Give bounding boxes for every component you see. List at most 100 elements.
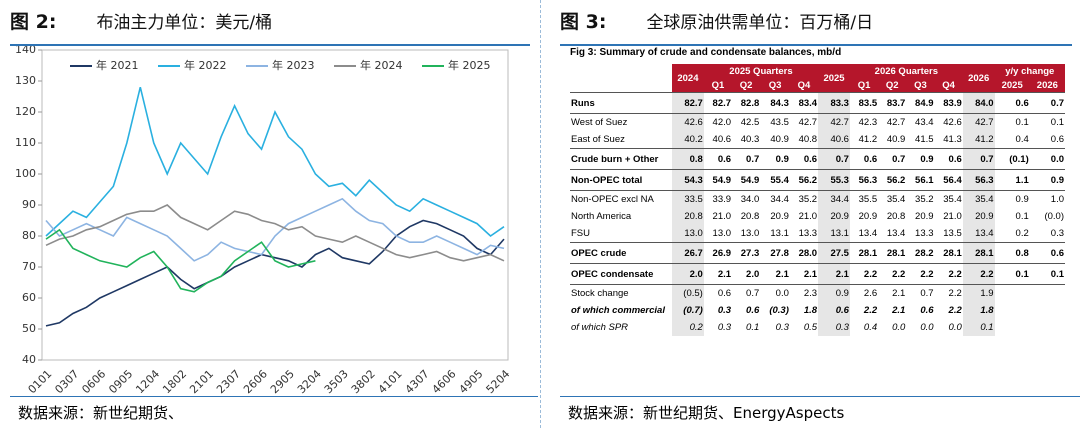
table-cell: 0.6: [703, 148, 733, 170]
header-cell: Q3: [906, 78, 935, 93]
legend-label: 年 2021: [96, 58, 139, 72]
table-cell: 0.6: [994, 92, 1030, 114]
table-cell: 0.5: [803, 322, 818, 333]
row-label: Crude burn + Other: [570, 148, 672, 170]
table-cell: 54.9: [703, 169, 733, 191]
table-cell: 84.0: [962, 92, 995, 114]
header-cell: 2026 Quarters: [849, 64, 963, 78]
table-cell: 0.3: [717, 322, 732, 333]
table-cell: 13.3: [915, 228, 934, 239]
table-cell: 20.9: [962, 208, 995, 225]
table-cell: 0.9: [818, 284, 850, 302]
table-cell: 0.9: [760, 148, 790, 170]
table-row: East of Suez 40.2 40.6 40.3 40.9 40.8 40.6 41.2…: [570, 131, 1065, 149]
table: 2024 2025 Quarters 2025 2026 Quarters 2026 y/…: [570, 64, 1065, 336]
header-cell: Q1: [703, 78, 733, 93]
y-tick-label: 120: [15, 105, 36, 118]
table-cell: 0.1: [746, 322, 760, 333]
table-cell: 0.0: [948, 322, 962, 333]
table-cell: 0.3: [818, 319, 850, 336]
series-line: [45, 197, 505, 262]
table-cell: 2.0: [732, 263, 761, 285]
table-cell: 83.7: [878, 92, 907, 114]
y-tick-label: 140: [15, 46, 36, 56]
table-cell: 20.8: [886, 211, 906, 222]
table-cell: 0.2: [1015, 228, 1029, 239]
table-cell: [1030, 302, 1065, 319]
table-cell: 2.2: [948, 288, 962, 299]
table-cell: 41.3: [943, 134, 962, 145]
table-cell: 1.8: [803, 305, 818, 316]
series-line: [45, 228, 316, 293]
table-cell: 2.1: [892, 288, 906, 299]
table-row: Non-OPEC excl NA 33.5 33.9 34.0 34.4 35.2 34.4…: [570, 190, 1065, 208]
table-cell: 0.7: [1029, 92, 1065, 114]
table-cell: 35.2: [915, 194, 934, 205]
table-cell: 0.7: [920, 288, 934, 299]
table-cell: 2.2: [878, 263, 907, 285]
table-cell: 40.9: [770, 134, 789, 145]
table-cell: 0.6: [849, 148, 879, 170]
y-tick-label: 60: [22, 291, 36, 304]
header-cell: 2025: [994, 78, 1030, 93]
x-tick-label: 2905: [268, 367, 297, 394]
table-cell: 28.1: [849, 242, 879, 264]
table-cell: 42.7: [886, 117, 906, 128]
table-cell: 0.0: [920, 322, 934, 333]
table-cell: 0.6: [746, 305, 760, 316]
table-cell: 0.6: [789, 148, 819, 170]
table-cell: 1.1: [994, 169, 1030, 191]
table-cell: 27.5: [818, 242, 850, 264]
x-tick-label: 0905: [106, 367, 135, 394]
table-cell: 0.4: [1015, 134, 1029, 145]
table-cell: (0.5): [672, 284, 704, 302]
table-cell: 42.5: [740, 117, 760, 128]
header-cell: Q2: [732, 78, 761, 93]
row-label: of which commercial: [571, 305, 665, 316]
row-label: Stock change: [571, 288, 629, 299]
table-cell: 2.2: [934, 263, 963, 285]
table-cell: 56.4: [934, 169, 963, 191]
x-tick-label: 0101: [25, 367, 54, 394]
table-cell: 0.6: [1050, 134, 1064, 145]
header-cell: Q3: [760, 78, 790, 93]
y-tick-label: 50: [22, 322, 36, 335]
table-cell: 41.2: [858, 134, 878, 145]
table-cell: 40.3: [740, 134, 760, 145]
table-cell: 56.2: [878, 169, 907, 191]
table-cell: 42.3: [858, 117, 878, 128]
table-cell: 0.0: [1029, 148, 1065, 170]
table-cell: 42.7: [798, 117, 818, 128]
table-cell: 42.6: [943, 117, 962, 128]
y-tick-label: 70: [22, 260, 36, 273]
header-cell: Q2: [878, 78, 907, 93]
table-cell: 0.3: [1050, 228, 1064, 239]
table-cell: 54.3: [672, 169, 704, 191]
chart: 40 50 60 70 80 90 100 110 120 130 140 0101030706060…: [15, 46, 512, 394]
table-cell: 13.4: [858, 228, 878, 239]
table-panel: Fig 3: Summary of crude and condensate b…: [570, 47, 1065, 336]
header-cell: y/y change: [994, 64, 1065, 78]
table-row: Non-OPEC total 54.3 54.9 54.9 55.4 56.2 55.3 56…: [570, 169, 1065, 191]
table-cell: 55.4: [760, 169, 790, 191]
table-cell: 42.6: [672, 113, 704, 131]
table-cell: [1030, 319, 1065, 336]
row-label: FSU: [571, 228, 590, 239]
table-row: FSU 13.0 13.0 13.0 13.1 13.3 13.1 13.4 13.4 13.3 1…: [570, 225, 1065, 243]
table-cell: 0.9: [1029, 169, 1065, 191]
table-cell: 13.0: [712, 228, 732, 239]
table-cell: 2.6: [863, 288, 878, 299]
row-label: OPEC crude: [570, 242, 672, 264]
table-cell: 40.8: [798, 134, 818, 145]
table-row: Crude burn + Other 0.8 0.6 0.7 0.9 0.6 0.7 0.6 0…: [570, 148, 1065, 170]
table-cell: 21.0: [712, 211, 732, 222]
table-cell: 84.3: [760, 92, 790, 114]
header-cell: Q4: [789, 78, 819, 93]
table-cell: 2.2: [948, 305, 962, 316]
table-row: OPEC crude 26.7 26.9 27.3 27.8 28.0 27.5 28.1 28…: [570, 242, 1065, 264]
table-cell: 0.1: [962, 319, 995, 336]
table-cell: 1.0: [1050, 194, 1064, 205]
table-cell: 27.8: [760, 242, 790, 264]
table-cell: 84.9: [906, 92, 935, 114]
